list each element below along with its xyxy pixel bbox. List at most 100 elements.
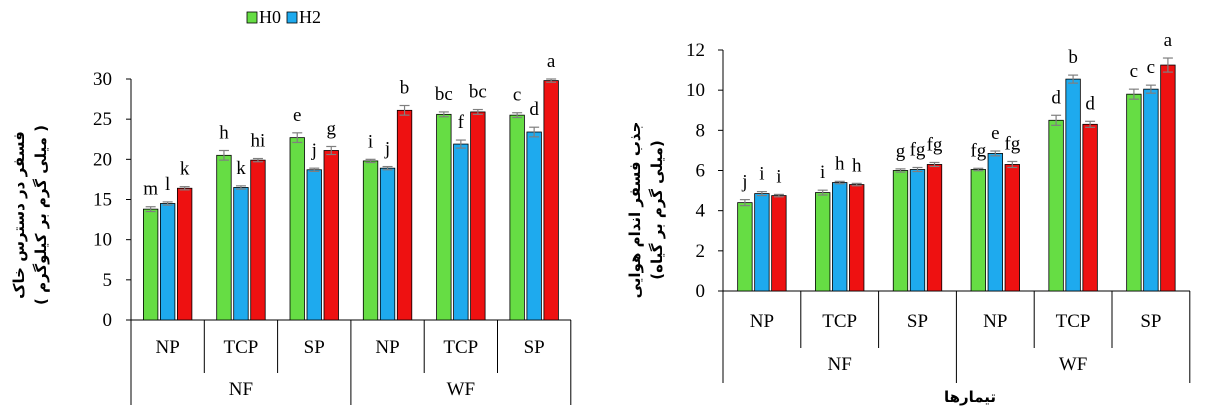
chart1-significance-letter: c [513, 85, 521, 106]
chart1-ytick-label: 15 [93, 190, 112, 211]
chart1-bar [453, 143, 469, 321]
chart2-significance-letter: fg [1004, 133, 1020, 154]
chart1-significance-letter: e [293, 105, 301, 126]
chart2-significance-letter: fg [970, 140, 986, 161]
chart2-significance-letter: j [741, 172, 747, 193]
chart2-bar [1048, 119, 1064, 292]
chart2-bar [909, 169, 926, 292]
chart2-significance-letter: h [852, 155, 862, 176]
chart2-ytick-label: 8 [696, 120, 706, 141]
chart2-bar [1126, 93, 1142, 292]
chart2-bar [1004, 164, 1020, 292]
chart1-group-label: NF [229, 379, 253, 400]
chart1-ytick-label: 20 [93, 149, 112, 170]
chart1-category-label: TCP [224, 337, 259, 358]
chart1-bar [306, 169, 322, 321]
legend: H0 H2 [246, 7, 321, 27]
chart1-ytick-label: 5 [103, 270, 113, 291]
chart2-significance-letter: e [991, 123, 999, 144]
legend-label-h2: H2 [299, 7, 321, 27]
legend-swatch-h0 [246, 11, 258, 24]
chart1-significance-letter: j [384, 139, 390, 160]
chart2-bar [754, 193, 770, 292]
chart1-significance-letter: a [547, 51, 556, 72]
chart1-bar [250, 159, 266, 321]
chart2-significance-letter: fg [927, 134, 943, 155]
chart1-group-label: WF [447, 379, 476, 400]
chart1-bar [379, 167, 396, 321]
chart2-significance-letter: c [1147, 57, 1155, 78]
chart-shoot-phosphorus-uptake: جذب فسفر اندام هوایی (میلی گرم بر گیاه) … [626, 30, 1191, 406]
chart1-bar [216, 154, 232, 321]
chart1-category-label: NP [156, 337, 180, 358]
chart2-category-label: TCP [822, 311, 857, 332]
chart2-significance-letter: h [835, 153, 845, 174]
chart-available-phosphorus: فسفر در دسترس خاک ( میلی گرم بر کیلوگرم … [10, 51, 572, 405]
chart2-xlabel: تیمارها [944, 388, 996, 406]
chart1-bar [289, 137, 305, 321]
chart2-significance-letter: b [1068, 47, 1078, 68]
chart1-category-label: SP [524, 337, 545, 358]
chart1-ytick-label: 10 [93, 230, 112, 251]
chart2-category-label: SP [1140, 311, 1161, 332]
chart2-group-label: WF [1059, 354, 1088, 375]
chart1-significance-letter: b [400, 78, 410, 99]
chart2-bar [1143, 88, 1159, 292]
chart1-bar [176, 187, 193, 321]
chart2-significance-letter: g [896, 141, 906, 162]
chart2-significance-letter: d [1085, 93, 1095, 114]
chart1-significance-letter: g [327, 118, 337, 139]
chart2-bar [771, 195, 787, 292]
chart1-bar [159, 203, 176, 321]
chart2-ylabel-line1: جذب فسفر اندام هوایی [626, 122, 644, 299]
chart1-bar [323, 150, 339, 321]
chart2-bar [1082, 123, 1098, 292]
chart2-significance-letter: d [1051, 87, 1061, 108]
chart1-bar [543, 80, 559, 321]
chart1-category-label: NP [375, 337, 399, 358]
chart2-bar [987, 153, 1003, 292]
chart1-ytick-label: 30 [93, 69, 112, 90]
chart1-significance-letter: k [180, 159, 190, 180]
chart2-ytick-label: 2 [696, 241, 706, 262]
chart1-significance-letter: i [368, 131, 373, 152]
chart1-bar [362, 160, 379, 321]
chart2-ytick-label: 0 [696, 281, 706, 302]
chart2-significance-letter: i [820, 162, 825, 183]
chart1-significance-letter: j [311, 140, 317, 161]
chart2-significance-letter: a [1164, 30, 1173, 51]
chart1-significance-letter: m [143, 179, 158, 200]
chart1-bar [470, 111, 486, 321]
chart1-significance-letter: bc [435, 84, 453, 105]
chart1-bar [396, 109, 413, 321]
chart2-bar [815, 192, 831, 292]
chart2-bar [849, 184, 865, 292]
chart2-significance-letter: fg [910, 139, 926, 160]
chart1-bar [233, 187, 249, 321]
chart1-significance-letter: l [165, 174, 170, 195]
chart2-ylabel-line2: (میلی گرم بر گیاه) [648, 140, 666, 279]
chart2-ytick-label: 12 [686, 40, 705, 61]
chart2-significance-letter: c [1130, 61, 1138, 82]
chart2-bar [1160, 64, 1176, 292]
chart2-category-label: SP [907, 311, 928, 332]
chart1-bar [436, 113, 452, 321]
chart2-bar [892, 170, 909, 292]
chart1-significance-letter: d [529, 99, 539, 120]
chart1-bar [142, 208, 159, 321]
chart1-significance-letter: hi [251, 131, 266, 152]
legend-swatch-h2 [286, 11, 298, 24]
chart1-ylabel-line2: ( میلی گرم بر کیلوگرم ) [32, 125, 50, 305]
chart2-ytick-label: 6 [696, 161, 706, 182]
chart1-significance-letter: bc [469, 82, 487, 103]
chart1-bar [526, 131, 542, 321]
chart2-bar [970, 169, 986, 292]
chart1-ytick-label: 25 [93, 109, 112, 130]
chart2-category-label: NP [983, 311, 1007, 332]
chart2-group-label: NF [828, 354, 852, 375]
chart2-category-label: TCP [1056, 311, 1091, 332]
chart2-category-label: NP [750, 311, 774, 332]
chart2-ytick-label: 4 [696, 201, 706, 222]
chart2-significance-letter: i [759, 164, 764, 185]
legend-label-h0: H0 [259, 7, 281, 27]
